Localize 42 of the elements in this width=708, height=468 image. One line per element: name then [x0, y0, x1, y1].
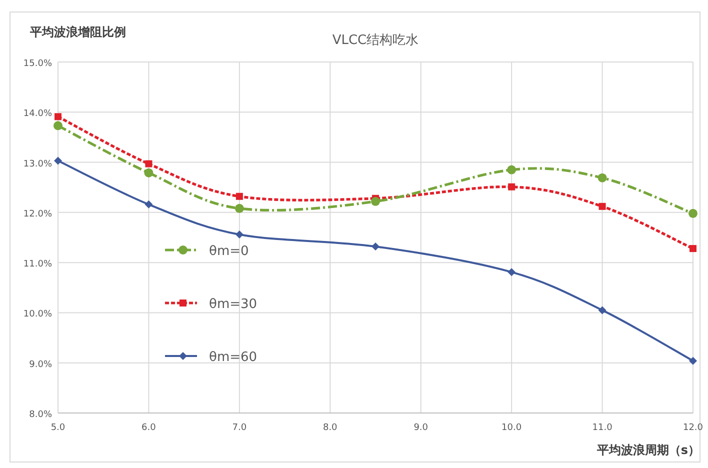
point: [144, 168, 154, 178]
x-tick-label: 7.0: [232, 423, 247, 433]
point: [508, 268, 516, 276]
y-tick-label: 11.0%: [23, 260, 52, 270]
point: [54, 113, 62, 120]
point: [144, 200, 153, 208]
x-tick-label: 5.0: [50, 423, 66, 433]
chart-title: VLCC结构吃水: [332, 33, 419, 48]
point: [235, 230, 244, 238]
x-tick-label: 6.0: [142, 423, 156, 433]
x-tick-label: 12.0: [682, 423, 704, 433]
point: [598, 306, 606, 314]
y-axis-title: 平均波浪增阻比例: [29, 25, 126, 39]
y-tick-label: 8.0%: [29, 410, 52, 420]
legend-label: θm=60: [209, 350, 258, 365]
x-tick-label: 9.0: [414, 423, 428, 433]
point: [145, 160, 152, 168]
point: [371, 196, 380, 206]
point: [598, 173, 607, 182]
point: [54, 156, 62, 165]
point: [689, 356, 697, 365]
point: [688, 208, 698, 218]
y-tick-label: 15.0%: [23, 59, 52, 69]
point: [236, 192, 243, 200]
point: [54, 121, 62, 130]
point: [234, 204, 244, 213]
legend-label: θm=0: [209, 244, 249, 259]
x-tick-label: 11.0: [592, 423, 613, 433]
y-tick-label: 12.0%: [23, 209, 52, 220]
y-tick-label: 13.0%: [23, 159, 52, 170]
y-tick-label: 10.0%: [23, 310, 52, 320]
y-tick-label: 14.0%: [23, 109, 52, 120]
y-tick-label: 9.0%: [29, 360, 52, 370]
point: [507, 165, 516, 174]
x-tick-label: 10.0: [502, 423, 522, 433]
point: [690, 245, 696, 252]
point: [372, 242, 380, 251]
point: [508, 183, 516, 190]
point: [598, 202, 606, 210]
x-axis-title: 平均波浪周期（s）: [596, 443, 700, 457]
legend-label: θm=30: [209, 297, 258, 312]
x-tick-label: 8.0: [322, 423, 338, 433]
